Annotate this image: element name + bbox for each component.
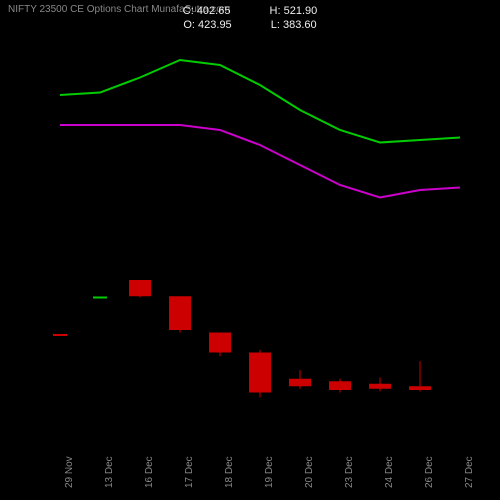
x-axis-label: 20 Dec <box>304 456 315 488</box>
x-axis-label: 26 Dec <box>424 456 435 488</box>
open-value: 423.95 <box>198 19 232 31</box>
x-axis-label: 27 Dec <box>464 456 475 488</box>
x-axis-label: 19 Dec <box>264 456 275 488</box>
chart-svg <box>30 40 490 440</box>
x-axis-label: 24 Dec <box>384 456 395 488</box>
x-axis-label: 23 Dec <box>344 456 355 488</box>
candle-body <box>329 381 351 390</box>
ohlc-readout: C: 402.65 H: 521.90 O: 423.95 L: 383.60 <box>0 4 500 32</box>
x-axis-label: 13 Dec <box>104 456 115 488</box>
high-label: H: <box>270 5 281 17</box>
x-axis-label: 18 Dec <box>224 456 235 488</box>
line-lower <box>60 125 460 198</box>
open-label: O: <box>183 19 195 31</box>
candle-body <box>409 386 431 390</box>
candle-body <box>249 353 271 393</box>
candle-body <box>169 296 191 330</box>
close-value: 402.65 <box>197 5 231 17</box>
candle-body <box>289 379 311 387</box>
line-upper <box>60 60 460 143</box>
candle-body <box>129 280 151 296</box>
price-chart <box>30 40 490 440</box>
x-axis-labels: 29 Nov 13 Dec 16 Dec 17 Dec 18 Dec 19 Dec 20 D… <box>30 440 490 494</box>
x-axis-label: 16 Dec <box>144 456 155 488</box>
candle-body <box>209 333 231 353</box>
candle-body <box>369 384 391 389</box>
low-value: 383.60 <box>283 19 317 31</box>
high-value: 521.90 <box>284 5 318 17</box>
x-axis-label: 29 Nov <box>64 456 75 488</box>
low-label: L: <box>271 19 280 31</box>
x-axis-label: 17 Dec <box>184 456 195 488</box>
close-label: C: <box>183 5 194 17</box>
